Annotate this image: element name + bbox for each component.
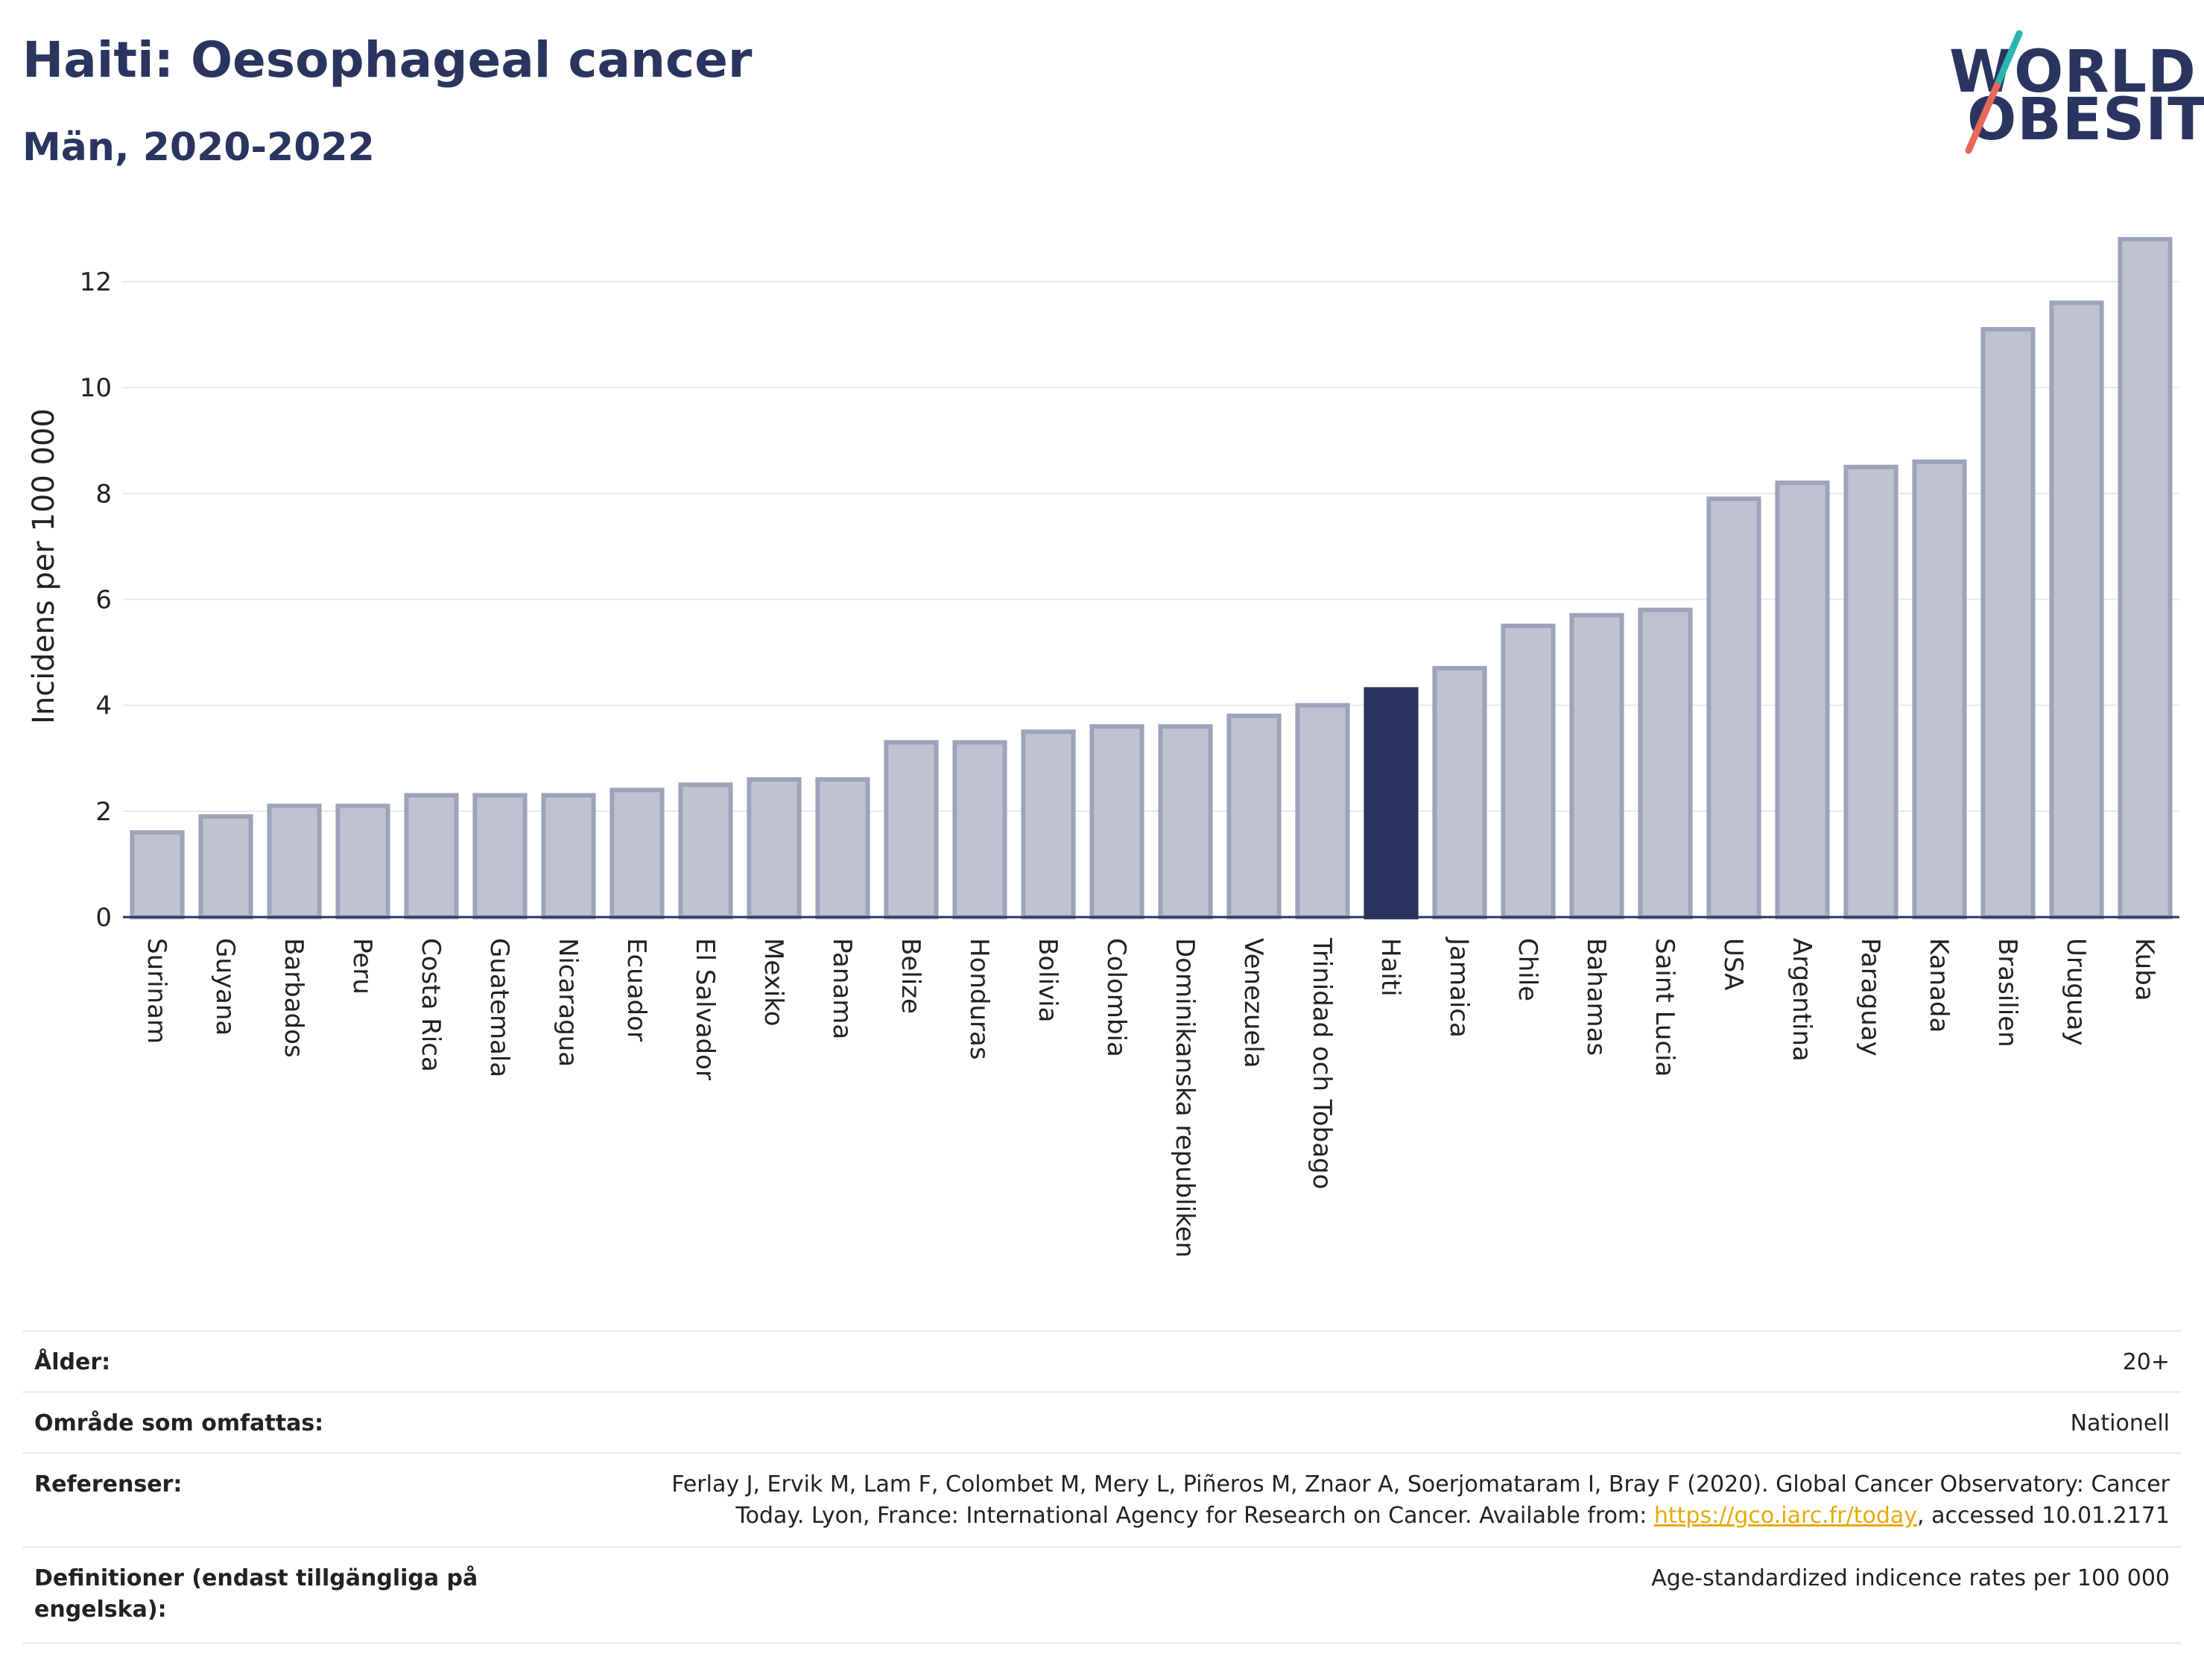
bar-trinidad-och-tobago xyxy=(1295,703,1350,920)
x-tick-label: Ecuador xyxy=(621,938,651,1042)
info-value-references: Ferlay J, Ervik M, Lam F, Colombet M, Me… xyxy=(531,1469,2170,1532)
reference-line-1: Ferlay J, Ervik M, Lam F, Colombet M, Me… xyxy=(671,1471,2170,1497)
bar-barbados xyxy=(267,803,322,919)
bar-chile xyxy=(1501,624,1556,920)
x-tick-label: Bahamas xyxy=(1581,938,1611,1056)
bar-saint-lucia xyxy=(1638,607,1693,919)
bars xyxy=(130,237,2173,920)
x-tick-label: Surinam xyxy=(142,938,171,1044)
bar-kanada xyxy=(1912,459,1967,919)
page-subtitle: Män, 2020-2022 xyxy=(22,125,375,170)
x-tick-label: Jamaica xyxy=(1444,936,1474,1038)
y-axis-ticks: 0 2 4 6 8 10 12 xyxy=(80,267,112,933)
reference-link[interactable]: https://gco.iarc.fr/today xyxy=(1653,1503,1918,1529)
info-value-age: 20+ xyxy=(2122,1349,2170,1375)
bar-honduras xyxy=(952,740,1007,919)
reference-line-2-tail: , accessed 10.01.2171 xyxy=(1917,1503,2170,1529)
x-tick-label: Kanada xyxy=(1924,938,1954,1033)
info-key-age: Ålder: xyxy=(34,1349,111,1375)
x-tick-label: Kuba xyxy=(2129,938,2159,1001)
x-tick-label: Paraguay xyxy=(1855,938,1885,1056)
info-value-definitions: Age-standardized indicence rates per 100… xyxy=(1651,1565,2170,1591)
bar-jamaica xyxy=(1432,665,1487,919)
x-tick-label: Peru xyxy=(347,938,377,995)
bar-mexiko xyxy=(747,777,802,920)
bar-paraguay xyxy=(1843,464,1899,919)
x-tick-label: Uruguay xyxy=(2061,938,2091,1046)
info-key-references: Referenser: xyxy=(34,1471,183,1497)
info-row-definitions: Definitioner (endast tillgängliga på eng… xyxy=(22,1546,2182,1644)
x-axis-labels: Surinam Guyana Barbados Peru Costa Rica Guate… xyxy=(142,936,2159,1258)
bar-costa-rica xyxy=(404,793,459,919)
info-key-coverage: Område som omfattas: xyxy=(34,1410,324,1436)
x-tick-label: Costa Rica xyxy=(416,938,446,1072)
bar-guatemala xyxy=(472,793,528,919)
x-tick-label: Barbados xyxy=(279,938,308,1058)
x-tick-label: Panama xyxy=(827,938,857,1039)
x-tick-label: Venezuela xyxy=(1238,938,1268,1068)
info-row-age: Ålder: 20+ xyxy=(22,1330,2182,1393)
x-tick-label: Nicaragua xyxy=(553,938,583,1067)
x-tick-label: Dominikanska republiken xyxy=(1170,938,1200,1258)
reference-line-2: Today. Lyon, France: International Agenc… xyxy=(531,1500,2170,1532)
bar-ecuador xyxy=(609,787,665,920)
bar-colombia xyxy=(1089,724,1144,919)
x-tick-label: USA xyxy=(1718,938,1748,990)
info-value-coverage: Nationell xyxy=(2070,1410,2170,1436)
x-tick-label: Honduras xyxy=(964,938,994,1060)
y-tick-label: 12 xyxy=(80,267,112,297)
bar-guyana xyxy=(198,814,253,919)
bar-panama xyxy=(815,777,870,920)
x-tick-label: Trinidad och Tobago xyxy=(1307,937,1337,1189)
bar-argentina xyxy=(1775,481,1830,919)
page-title: Haiti: Oesophageal cancer xyxy=(22,31,753,89)
x-tick-label: Haiti xyxy=(1375,938,1405,997)
logo-line-1: WORLD xyxy=(1949,39,2197,106)
y-axis-title: Incidens per 100 000 xyxy=(27,408,61,724)
bar-el-salvador xyxy=(678,782,733,919)
x-tick-label: Mexiko xyxy=(759,938,788,1027)
x-tick-label: Chile xyxy=(1513,938,1542,1001)
info-key-definitions: Definitioner (endast tillgängliga på eng… xyxy=(34,1563,511,1626)
logo-line-2: OBESITY xyxy=(1967,86,2204,153)
bar-usa xyxy=(1706,496,1761,919)
bar-peru xyxy=(335,803,390,919)
y-tick-label: 0 xyxy=(95,903,112,933)
definitions-key-line-1: Definitioner (endast tillgängliga på xyxy=(34,1565,478,1591)
x-tick-label: Guatemala xyxy=(484,938,514,1077)
y-tick-label: 2 xyxy=(95,797,112,827)
bar-bahamas xyxy=(1569,612,1624,919)
world-obesity-logo: WORLD OBESITY xyxy=(1937,30,2204,164)
bar-uruguay xyxy=(2049,300,2104,919)
bar-dominikanska-republiken xyxy=(1158,724,1213,919)
bar-haiti xyxy=(1364,687,1419,919)
bar-bolivia xyxy=(1021,729,1076,919)
x-tick-label: Belize xyxy=(896,938,925,1014)
x-tick-label: Guyana xyxy=(210,938,240,1036)
x-tick-label: El Salvador xyxy=(690,938,720,1080)
x-tick-label: Brasilien xyxy=(1992,938,2022,1047)
definitions-key-line-2: engelska): xyxy=(34,1597,167,1623)
logo-slash-icon xyxy=(1965,30,2023,154)
bar-belize xyxy=(884,740,939,919)
bar-chart: 0 2 4 6 8 10 12 Surinam Guyana Barbados Peru Costa… xyxy=(27,237,2179,1258)
x-tick-label: Argentina xyxy=(1787,938,1817,1062)
info-row-coverage: Område som omfattas: Nationell xyxy=(22,1391,2182,1454)
bar-kuba xyxy=(2118,237,2173,919)
y-tick-label: 4 xyxy=(95,691,112,721)
bar-venezuela xyxy=(1226,713,1282,920)
bar-brasilien xyxy=(1980,326,2036,920)
x-tick-label: Bolivia xyxy=(1033,938,1063,1022)
y-tick-label: 8 xyxy=(95,479,112,509)
reference-line-2-text: Today. Lyon, France: International Agenc… xyxy=(735,1503,1654,1529)
y-tick-label: 10 xyxy=(80,373,112,403)
x-tick-label: Saint Lucia xyxy=(1650,938,1679,1077)
bar-surinam xyxy=(130,830,185,920)
x-tick-label: Colombia xyxy=(1101,938,1131,1057)
grid-lines xyxy=(123,281,2179,812)
info-row-references: Referenser: Ferlay J, Ervik M, Lam F, Co… xyxy=(22,1452,2182,1548)
bar-nicaragua xyxy=(541,793,596,919)
y-tick-label: 6 xyxy=(95,586,112,615)
